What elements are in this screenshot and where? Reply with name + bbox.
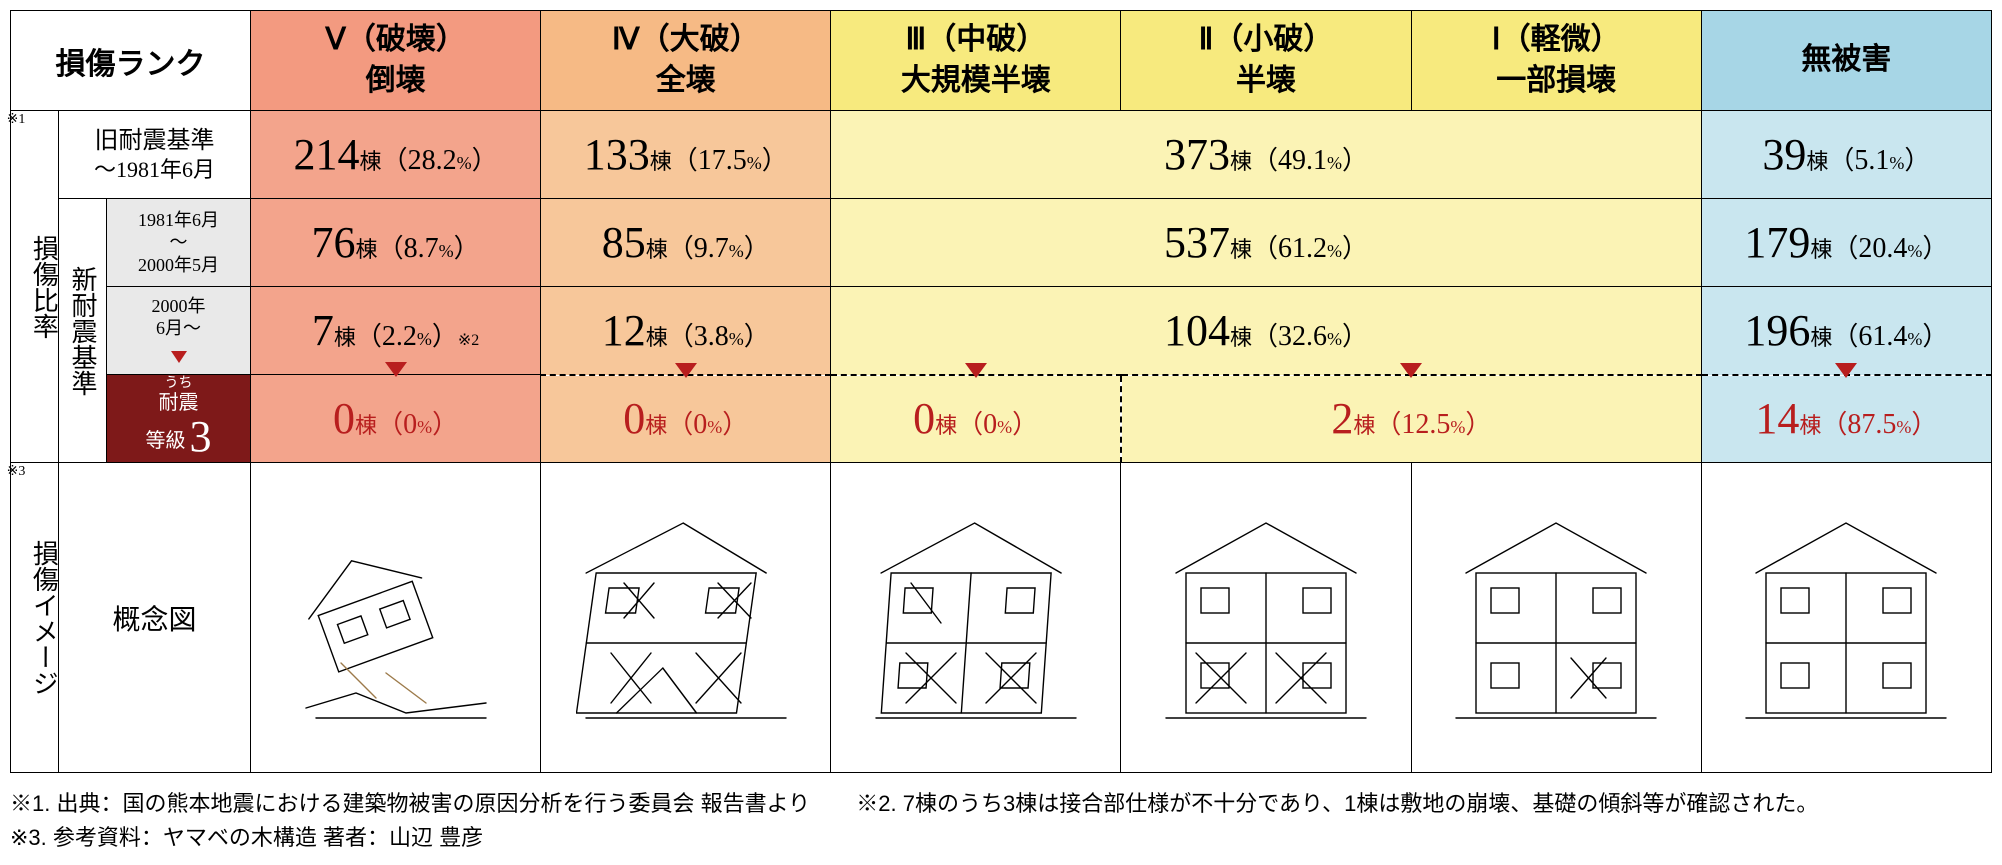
g3-iii: 0棟（0%） xyxy=(831,375,1121,463)
col-v: Ⅴ（破壊）倒壊 xyxy=(251,11,541,111)
ratio-label: 損傷比率※1 xyxy=(11,111,59,463)
row-new1: 新耐震基準 1981年6月～2000年5月 76棟（8.7%） 85棟（9.7%… xyxy=(11,199,1992,287)
house-iii-icon xyxy=(831,463,1121,773)
header-row: 損傷ランク Ⅴ（破壊）倒壊 Ⅳ（大破）全壊 Ⅲ（中破）大規模半壊 Ⅱ（小破）半壊… xyxy=(11,11,1992,111)
footnote-3: ※3. 参考資料：ヤマベの木構造 著者：山辺 豊彦 xyxy=(10,825,483,850)
old-v: 214棟（28.2%） xyxy=(251,111,541,199)
house-iv-icon xyxy=(541,463,831,773)
new1-label: 1981年6月～2000年5月 xyxy=(107,199,251,287)
new-std-label: 新耐震基準 xyxy=(59,199,107,463)
new1-none: 179棟（20.4%） xyxy=(1701,199,1991,287)
period-arrow-icon xyxy=(107,349,251,375)
new2-mid: 104棟（32.6%） xyxy=(831,287,1701,375)
rank-label: 損傷ランク xyxy=(11,11,251,111)
old-std-label: 旧耐震基準～1981年6月 xyxy=(59,111,251,199)
damage-rank-table: 損傷ランク Ⅴ（破壊）倒壊 Ⅳ（大破）全壊 Ⅲ（中破）大規模半壊 Ⅱ（小破）半壊… xyxy=(10,10,1992,773)
col-none: 無被害 xyxy=(1701,11,1991,111)
col-iv: Ⅳ（大破）全壊 xyxy=(541,11,831,111)
new2-label: 2000年6月～ xyxy=(107,287,251,349)
new1-mid: 537棟（61.2%） xyxy=(831,199,1701,287)
row-grade3: うち 耐震 等級3 0棟（0%） 0棟（0%） 0棟（0%） 2棟（12.5%）… xyxy=(11,375,1992,463)
old-none: 39棟（5.1%） xyxy=(1701,111,1991,199)
col-iii: Ⅲ（中破）大規模半壊 xyxy=(831,11,1121,111)
footnote-2: ※2. 7棟のうち3棟は接合部仕様が不十分であり、1棟は敷地の崩壊、基礎の傾斜等… xyxy=(856,787,1818,821)
image-label: 損傷イメージ※3 xyxy=(11,463,59,773)
col-i: Ⅰ（軽微）一部損壊 xyxy=(1411,11,1701,111)
old-mid: 373棟（49.1%） xyxy=(831,111,1701,199)
new1-v: 76棟（8.7%） xyxy=(251,199,541,287)
new1-iv: 85棟（9.7%） xyxy=(541,199,831,287)
row-images: 損傷イメージ※3 概念図 xyxy=(11,463,1992,773)
old-iv: 133棟（17.5%） xyxy=(541,111,831,199)
g3-none: 14棟（87.5%） xyxy=(1701,375,1991,463)
new2-iv: 12棟（3.8%） xyxy=(541,287,831,375)
concept-label: 概念図 xyxy=(59,463,251,773)
g3-ii-i: 2棟（12.5%） xyxy=(1121,375,1701,463)
new2-none: 196棟（61.4%） xyxy=(1701,287,1991,375)
row-old-standard: 損傷比率※1 旧耐震基準～1981年6月 214棟（28.2%） 133棟（17… xyxy=(11,111,1992,199)
col-ii: Ⅱ（小破）半壊 xyxy=(1121,11,1411,111)
row-new2-top: 2000年6月～ 7棟（2.2%）※2 12棟（3.8%） 104棟（32.6%… xyxy=(11,287,1992,349)
house-none-icon xyxy=(1701,463,1991,773)
footnote-1: ※1. 出典：国の熊本地震における建築物被害の原因分析を行う委員会 報告書より xyxy=(10,791,810,816)
grade3-badge: うち 耐震 等級3 xyxy=(107,375,251,463)
house-ii-icon xyxy=(1121,463,1411,773)
g3-iv: 0棟（0%） xyxy=(541,375,831,463)
footnotes: ※1. 出典：国の熊本地震における建築物被害の原因分析を行う委員会 報告書より … xyxy=(10,787,1992,855)
house-i-icon xyxy=(1411,463,1701,773)
g3-v: 0棟（0%） xyxy=(251,375,541,463)
house-v-icon xyxy=(251,463,541,773)
